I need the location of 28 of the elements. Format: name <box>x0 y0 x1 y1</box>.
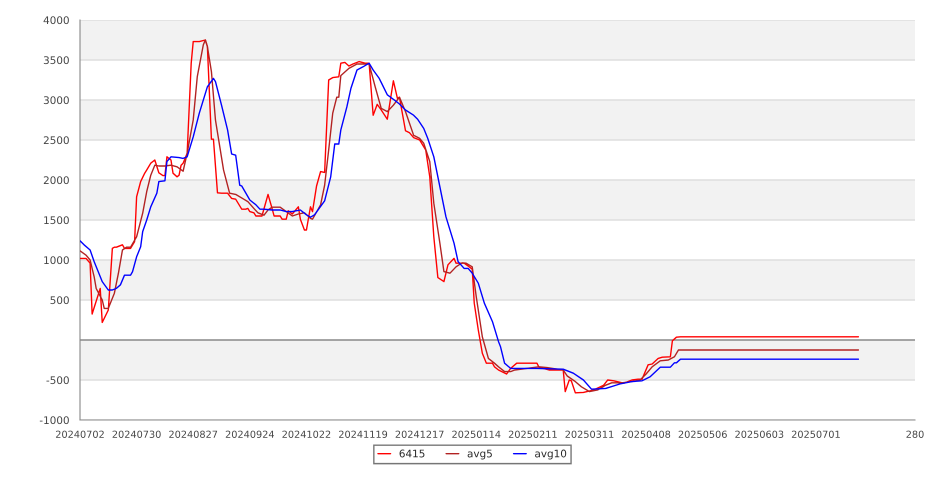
y-tick-label: 2000 <box>44 176 69 184</box>
y-tick-label: 4000 <box>44 16 69 24</box>
legend-label: avg10 <box>535 450 566 460</box>
x-tick-label: 20250114 <box>452 430 500 438</box>
y-tick-label: 3500 <box>44 56 69 64</box>
x-tick-label: 20240730 <box>112 430 161 438</box>
y-tick-label: 2500 <box>44 136 69 144</box>
x-tick-label: 20240827 <box>169 430 218 438</box>
x-tick-label: 20250701 <box>792 430 840 438</box>
x-tick-label: 20250603 <box>735 430 784 438</box>
x-tick-label: 20241217 <box>396 430 444 438</box>
x-tick-label: 20250311 <box>565 430 614 438</box>
x-tick-label: 20250506 <box>678 430 727 438</box>
x-tick-label: 20241022 <box>282 430 330 438</box>
x-tick-label: 20240702 <box>56 430 104 438</box>
legend-label: 6415 <box>400 450 424 458</box>
y-tick-label: 1000 <box>44 256 69 264</box>
x-tick-label: 280 <box>906 430 924 438</box>
x-tick-label: 20250408 <box>622 430 670 438</box>
y-tick-label: -500 <box>46 376 69 384</box>
y-tick-label: -1000 <box>40 416 69 424</box>
x-tick-label: 20240924 <box>226 430 274 438</box>
y-tick-label: 1500 <box>44 216 69 224</box>
x-tick-label: 20250211 <box>508 430 557 438</box>
x-tick-label: 20241119 <box>339 430 388 438</box>
y-tick-label: 500 <box>50 296 69 304</box>
legend-label: avg5 <box>468 450 492 460</box>
y-tick-label: 3000 <box>44 96 69 104</box>
